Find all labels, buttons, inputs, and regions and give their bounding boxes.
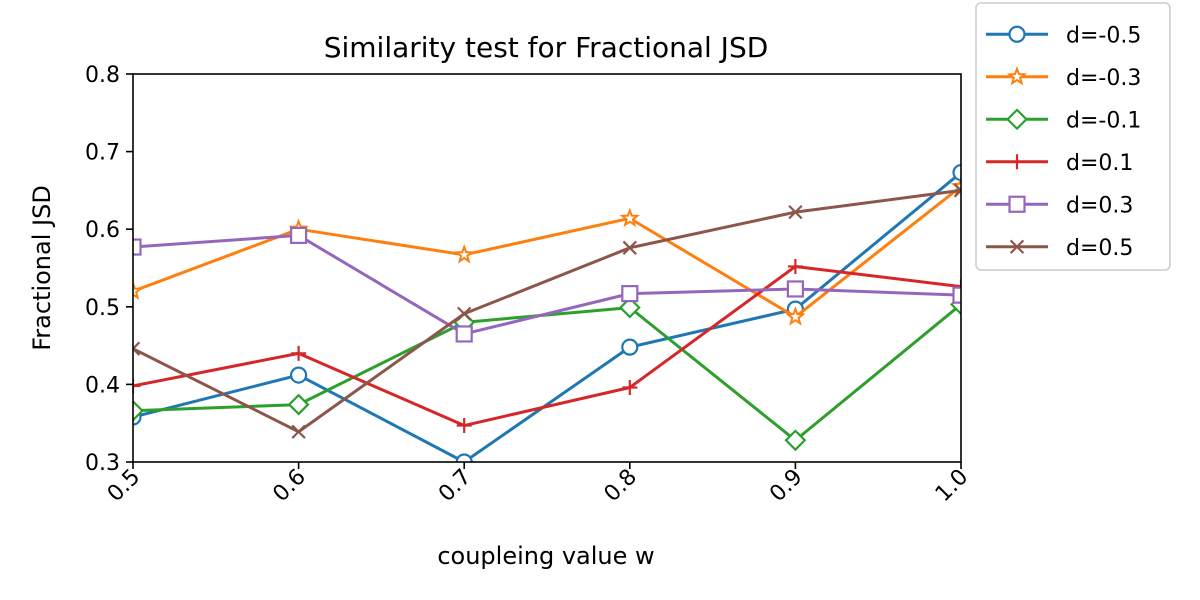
legend-marker-d=-0.1: [1006, 108, 1028, 131]
data-point-d=0.5-0.7: [457, 306, 472, 321]
data-point-d=-0.5-0.6: [290, 366, 308, 384]
series-d=0.5: [133, 183, 961, 439]
legend-label-d=0.3: d=0.3: [1066, 193, 1133, 218]
y-axis-label: Fractional JSD: [28, 185, 56, 351]
data-point-d=0.1-0.9: [787, 258, 803, 274]
series-d=0.3: [133, 226, 961, 343]
data-point-d=0.1-0.6: [291, 345, 307, 361]
y-tick-label: 0.5: [85, 296, 120, 321]
legend-label-d=0.1: d=0.1: [1066, 151, 1133, 176]
legend-item-d=0.3: d=0.3: [986, 193, 1133, 218]
plot-area: [133, 163, 961, 462]
data-point-d=0.3-1.0: [952, 286, 961, 304]
x-tick-label: 1.0: [931, 465, 973, 507]
legend-label-d=0.5: d=0.5: [1066, 236, 1133, 261]
legend-marker-d=0.3: [1008, 195, 1026, 213]
legend-label-d=-0.5: d=-0.5: [1066, 23, 1141, 48]
data-point-d=0.3-0.6: [290, 226, 308, 245]
series-line-d=-0.1: [133, 303, 961, 442]
x-tick-label: 0.9: [765, 465, 807, 507]
legend-label-d=-0.1: d=-0.1: [1066, 108, 1141, 133]
data-point-d=0.3-0.8: [621, 285, 639, 303]
series-line-d=-0.3: [133, 185, 961, 319]
y-tick-label: 0.4: [85, 373, 120, 398]
axes: 0.30.40.50.60.70.80.5 0.6 0.7 0.8 0.9 1.0: [85, 63, 973, 507]
data-point-d=0.1-0.7: [456, 418, 472, 434]
legend-marker-d=-0.5: [1008, 25, 1026, 43]
data-point-d=0.1-0.5: [133, 378, 141, 394]
series-d=-0.1: [133, 293, 961, 452]
legend-marker-d=0.1: [1009, 154, 1025, 170]
series-d=0.1: [133, 258, 961, 434]
data-point-d=-0.3-0.7: [453, 244, 475, 264]
data-point-d=-0.5-1.0: [952, 163, 961, 182]
legend-item-d=0.5: d=0.5: [986, 236, 1133, 261]
y-tick-label: 0.6: [85, 218, 120, 243]
y-tick-label: 0.3: [85, 451, 120, 476]
data-point-d=-0.5-0.7: [455, 453, 473, 462]
data-point-d=-0.5-0.8: [621, 338, 639, 356]
data-point-d=-0.3-0.8: [619, 207, 641, 228]
legend-label-d=-0.3: d=-0.3: [1066, 66, 1141, 91]
data-point-d=0.5-1.0: [953, 183, 961, 198]
data-point-d=-0.3-0.9: [785, 306, 806, 326]
data-point-d=0.5-0.5: [133, 341, 141, 356]
data-point-d=-0.1-0.6: [287, 393, 310, 416]
data-point-d=-0.3-0.5: [133, 280, 144, 300]
series-line-d=0.5: [133, 188, 961, 434]
data-point-d=0.5-0.6: [291, 424, 306, 439]
data-point-d=-0.1-0.9: [784, 429, 807, 452]
y-tick-label: 0.8: [85, 63, 120, 88]
data-point-d=0.5-0.9: [788, 204, 803, 220]
axes-frame: [132, 73, 962, 463]
legend: d=-0.5 d=-0.3 d=-0.1 d=0.1 d=0.3 d=0.5: [975, 2, 1171, 271]
series-line-d=0.1: [133, 264, 961, 428]
data-point-d=0.5-0.8: [622, 240, 637, 255]
y-tick-label: 0.7: [85, 141, 120, 166]
x-tick-label: 0.6: [268, 465, 310, 507]
data-point-d=-0.1-0.5: [133, 399, 144, 422]
data-point-d=-0.1-0.8: [618, 296, 641, 319]
legend-item-d=-0.1: d=-0.1: [986, 108, 1141, 133]
legend-item-d=-0.5: d=-0.5: [986, 23, 1141, 48]
x-tick-label: 0.8: [600, 465, 642, 507]
series-d=-0.5: [133, 163, 961, 462]
legend-marker-d=-0.3: [1006, 66, 1028, 86]
legend-item-d=0.1: d=0.1: [986, 151, 1133, 176]
data-point-d=0.3-0.5: [133, 238, 142, 256]
data-point-d=0.3-0.9: [786, 280, 805, 298]
x-axis-label: coupleing value w: [437, 542, 654, 570]
x-tick-label: 0.7: [434, 465, 476, 507]
chart-title: Similarity test for Fractional JSD: [324, 31, 769, 64]
series-line-d=0.3: [133, 233, 961, 336]
legend-item-d=-0.3: d=-0.3: [986, 66, 1141, 91]
data-point-d=0.3-0.7: [455, 325, 473, 343]
series-line-d=-0.5: [133, 171, 961, 462]
data-point-d=0.1-0.8: [622, 380, 638, 396]
series-d=-0.3: [133, 175, 961, 326]
legend-marker-d=0.5: [1009, 239, 1025, 254]
